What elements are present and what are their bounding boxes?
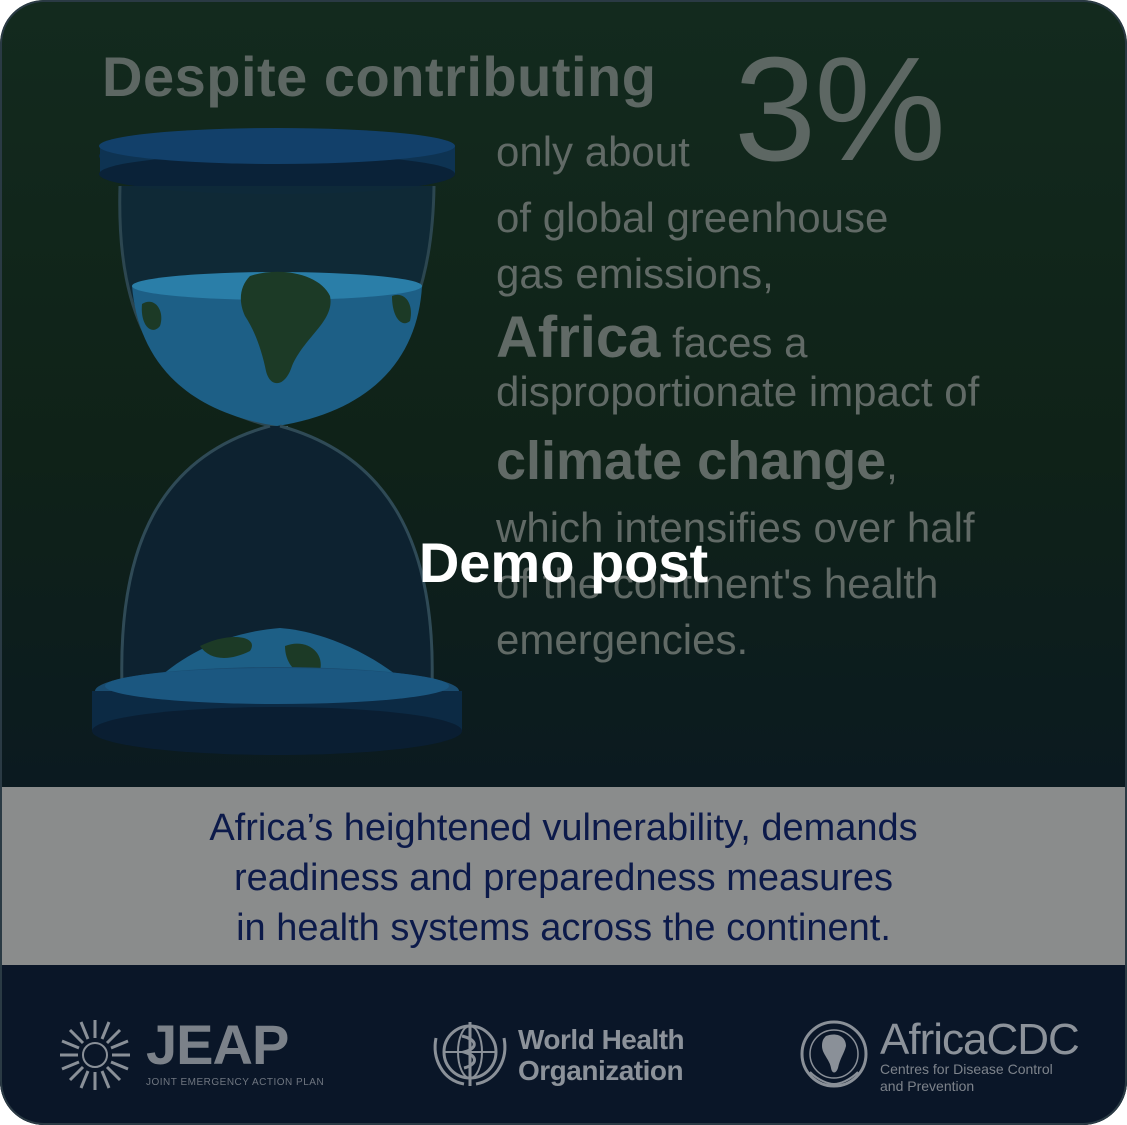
- africa-cdc-logo-line-2: and Prevention: [880, 1078, 975, 1094]
- africa-highlight: Africa: [496, 305, 661, 370]
- jeap-logo-subtitle: JOINT EMERGENCY ACTION PLAN: [146, 1077, 325, 1088]
- africa-cdc-logo-name: AfricaCDC: [880, 1015, 1080, 1064]
- statement-line-4-rest: faces a: [660, 319, 808, 366]
- climate-change-highlight: climate change: [496, 431, 887, 491]
- climate-comma: ,: [886, 441, 898, 488]
- call-to-action-band: [0, 787, 1127, 965]
- headline: Despite contributing: [102, 45, 657, 108]
- statement-line-2: of global greenhouse: [496, 194, 889, 241]
- partner-logos-footer: [0, 965, 1127, 1125]
- percent-figure: 3%: [734, 27, 946, 192]
- statement-line-6: climate change,: [496, 430, 898, 492]
- who-emblem-icon: [433, 1022, 507, 1086]
- demo-post-overlay: Demo post: [418, 531, 709, 594]
- hourglass-globe-illustration: [92, 128, 462, 755]
- africa-cdc-logo-line-1: Centres for Disease Control: [880, 1061, 1053, 1077]
- jeap-logo-name: JEAP: [146, 1013, 289, 1076]
- statement-line-4: Africa faces a: [496, 304, 808, 371]
- band-line-2: readiness and preparedness measures: [233, 857, 894, 899]
- statement-line-8: of the continent's health: [496, 560, 939, 607]
- statement-line-9: emergencies.: [496, 616, 749, 663]
- who-logo-line-2: Organization: [518, 1055, 684, 1086]
- africa-cdc-emblem-icon: [800, 1020, 868, 1088]
- band-line-1: Africa’s heightened vulnerability, deman…: [209, 807, 918, 849]
- who-logo-line-1: World Health: [518, 1024, 685, 1055]
- statement-line-7: which intensifies over half: [496, 504, 975, 551]
- band-line-3: in health systems across the continent.: [236, 907, 891, 949]
- jeap-sunburst-icon: [60, 1020, 130, 1090]
- statement-line-3: gas emissions,: [496, 250, 774, 297]
- statement-line-5: disproportionate impact of: [496, 368, 980, 415]
- statement-line-1: only about: [496, 128, 690, 175]
